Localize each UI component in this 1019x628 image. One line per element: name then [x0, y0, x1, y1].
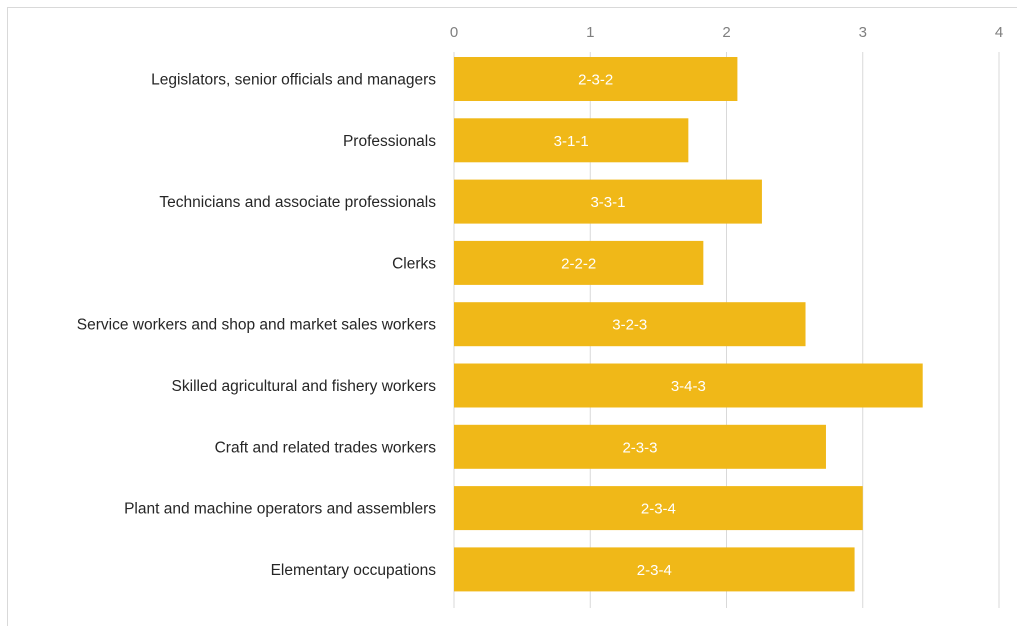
x-tick-label: 1 — [586, 24, 594, 41]
category-label: Service workers and shop and market sale… — [77, 317, 436, 334]
category-label: Elementary occupations — [271, 562, 437, 579]
bar-data-labels: 2-3-2 3-1-1 3-3-1 2-2-2 3-2-3 3-4-3 2-3-3 2-3-4… — [554, 72, 706, 579]
bar-data-label: 3-1-1 — [554, 133, 589, 150]
x-tick-label: 3 — [859, 24, 867, 41]
x-tick-label: 0 — [450, 24, 458, 41]
bar-data-label: 3-2-3 — [612, 317, 647, 334]
bar-data-label: 2-3-3 — [622, 439, 657, 456]
category-labels: Legislators, senior officials and manage… — [77, 72, 436, 579]
category-label: Plant and machine operators and assemble… — [124, 501, 436, 518]
bar — [454, 486, 863, 531]
bar — [454, 363, 923, 408]
bar — [454, 302, 806, 347]
bar-data-label: 2-3-4 — [637, 562, 672, 579]
bar — [454, 118, 689, 163]
bar-data-label: 2-3-2 — [578, 72, 613, 89]
x-axis-tick-labels: 0 1 2 3 4 — [450, 24, 1003, 41]
category-label: Skilled agricultural and fishery workers — [172, 378, 437, 395]
x-tick-label: 2 — [722, 24, 730, 41]
category-label: Technicians and associate professionals — [159, 194, 436, 211]
bars — [454, 57, 923, 592]
category-label: Legislators, senior officials and manage… — [151, 72, 436, 89]
bar-data-label: 3-3-1 — [590, 194, 625, 211]
chart-frame — [7, 7, 1017, 626]
bar — [454, 547, 855, 592]
category-label: Clerks — [392, 255, 436, 272]
bar — [454, 179, 762, 224]
category-label: Professionals — [343, 133, 436, 150]
bar — [454, 240, 704, 285]
bar-data-label: 2-2-2 — [561, 255, 596, 272]
x-tick-label: 4 — [995, 24, 1003, 41]
bar — [454, 57, 738, 101]
bar — [454, 424, 826, 469]
bar-data-label: 2-3-4 — [641, 501, 676, 518]
category-label: Craft and related trades workers — [215, 439, 437, 456]
bar-data-label: 3-4-3 — [671, 378, 706, 395]
